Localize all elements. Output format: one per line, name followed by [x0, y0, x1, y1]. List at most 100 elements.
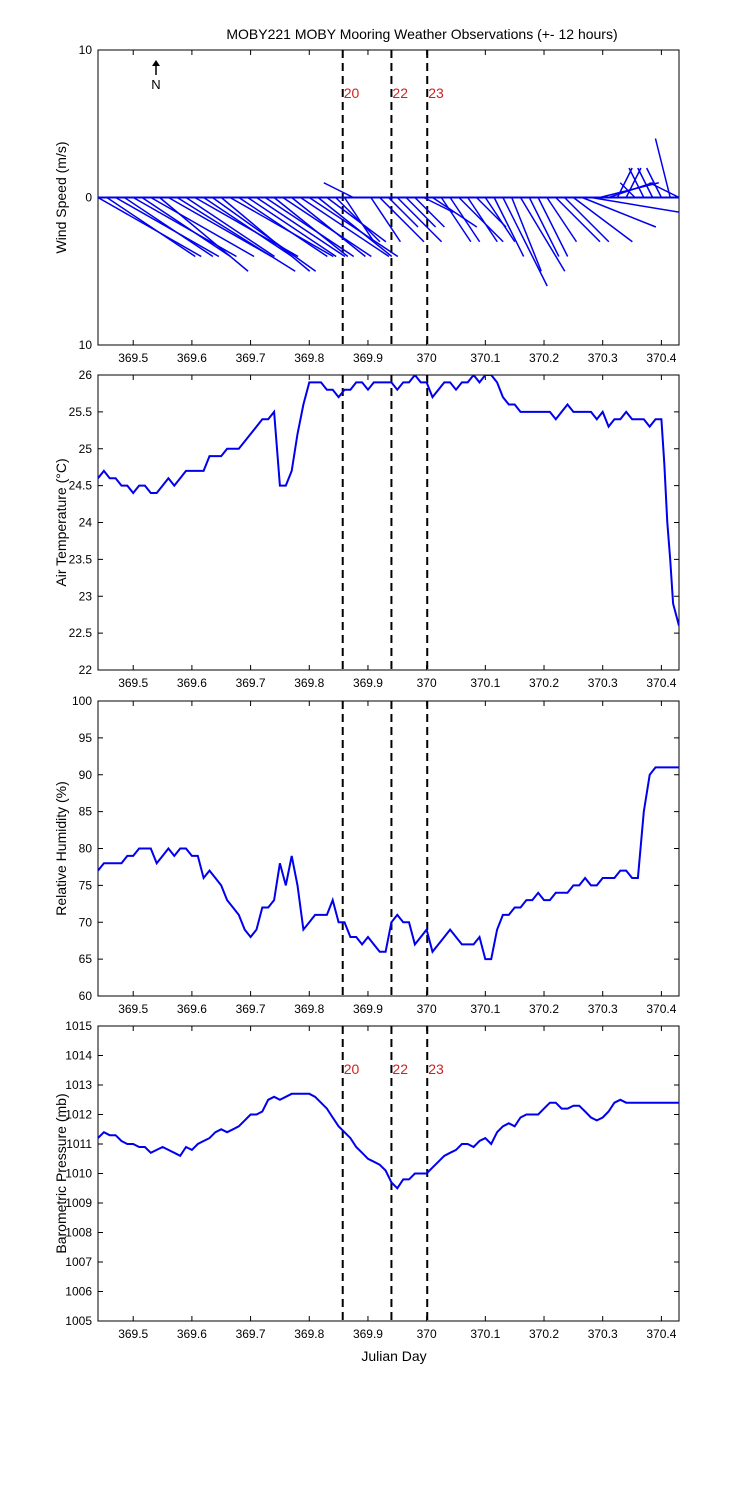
y-tick-label: 10 [79, 43, 93, 57]
x-tick-label: 369.5 [118, 351, 148, 365]
wind-vector [405, 196, 437, 228]
wind-vector [273, 196, 349, 258]
x-tick-label: 370 [417, 1002, 437, 1016]
x-tick-label: 370.1 [470, 676, 500, 690]
x-tick-label: 369.7 [236, 1327, 266, 1341]
wind-vector [229, 196, 334, 258]
y-tick-label: 1009 [65, 1196, 92, 1210]
y-tick-label: 10 [79, 338, 93, 352]
x-tick-label: 369.8 [294, 351, 324, 365]
y-tick-label: 90 [79, 768, 93, 782]
y-tick-label: 60 [79, 989, 93, 1003]
wind-vector [264, 196, 355, 258]
x-tick-label: 369.8 [294, 676, 324, 690]
wind-vector [203, 196, 293, 258]
x-tick-label: 370.2 [529, 1002, 559, 1016]
y-tick-label: 0 [85, 191, 92, 205]
wind-vector [115, 196, 220, 258]
wind-vector [519, 197, 566, 272]
y-axis-label: Wind Speed (m/s) [53, 141, 69, 253]
x-tick-label: 369.9 [353, 351, 383, 365]
x-tick-label: 369.6 [177, 1327, 207, 1341]
wind-vector [335, 196, 381, 243]
wind-vector [511, 197, 542, 272]
x-tick-label: 370.3 [588, 1002, 618, 1016]
wind-vector [537, 197, 569, 257]
wind-vector [625, 167, 642, 198]
x-tick-label: 369.8 [294, 1327, 324, 1341]
series-line [98, 766, 679, 961]
y-tick-label: 1006 [65, 1285, 92, 1299]
y-tick-label: 23.5 [69, 552, 93, 566]
wind-vector [458, 196, 504, 243]
y-tick-label: 1013 [65, 1078, 92, 1092]
x-tick-label: 369.5 [118, 1002, 148, 1016]
wind-vector [528, 197, 560, 257]
wind-vector [282, 196, 372, 258]
x-tick-label: 370.4 [646, 1002, 676, 1016]
y-tick-label: 24 [79, 516, 93, 530]
panel-4: 369.5 369.6 369.7 369.8 369.9 370 370.1 370.2 37… [53, 1019, 680, 1341]
y-tick-label: 85 [79, 805, 93, 819]
y-tick-label: 1015 [65, 1019, 92, 1033]
x-tick-label: 370.3 [588, 1327, 618, 1341]
y-tick-label: 25 [79, 442, 93, 456]
wind-vector [106, 196, 196, 258]
panel-1: 369.5 369.6 369.7 369.8 369.9 370 370.1 370.2 37… [53, 43, 680, 365]
x-axis-label: Julian Day [361, 1348, 426, 1364]
wind-vector [467, 197, 498, 243]
x-tick-label: 370.3 [588, 676, 618, 690]
x-tick-label: 369.9 [353, 1002, 383, 1016]
wind-vector [370, 197, 402, 243]
x-tick-label: 370 [417, 1327, 437, 1341]
y-tick-label: 80 [79, 842, 93, 856]
y-tick-label: 1011 [66, 1137, 92, 1151]
x-tick-label: 370 [417, 351, 437, 365]
event-label: 23 [428, 85, 444, 101]
wind-vector [493, 197, 525, 257]
wind-vector [159, 196, 249, 272]
wind-vector [649, 182, 679, 199]
event-label: 20 [344, 85, 360, 101]
y-tick-label: 1008 [65, 1226, 92, 1240]
wind-vector [396, 196, 443, 243]
chart-panels: 369.5 369.6 369.7 369.8 369.9 370 370.1 370.2 37… [53, 43, 680, 1341]
wind-vector [326, 196, 387, 243]
wind-vector [645, 167, 663, 198]
event-label: 22 [392, 85, 408, 101]
y-tick-label: 1005 [65, 1314, 92, 1328]
x-tick-label: 369.9 [353, 676, 383, 690]
wind-vector [440, 197, 472, 243]
wind-vector [98, 196, 202, 258]
wind-vector [150, 196, 255, 258]
wind-vector [176, 196, 296, 272]
plot-frame [97, 374, 680, 671]
x-tick-label: 369.7 [236, 351, 266, 365]
event-label: 20 [344, 1061, 360, 1077]
wind-vector [637, 167, 654, 198]
y-axis-label: Relative Humidity (%) [53, 781, 69, 916]
wind-vector [317, 196, 393, 258]
x-tick-label: 370.2 [529, 676, 559, 690]
y-tick-label: 70 [79, 915, 93, 929]
wind-vector [308, 196, 399, 258]
data-layer [98, 1092, 679, 1190]
wind-vector [572, 196, 633, 243]
y-tick-label: 24.5 [69, 479, 93, 493]
y-axis-label: Barometric Pressure (mb) [53, 1093, 69, 1253]
data-layer [98, 375, 679, 626]
wind-vector [432, 196, 478, 228]
series-line [98, 375, 679, 626]
wind-vector [581, 196, 657, 228]
wind-vector [343, 197, 375, 243]
x-tick-label: 369.6 [177, 676, 207, 690]
plot-frame [97, 1025, 680, 1322]
x-tick-label: 369.9 [353, 1327, 383, 1341]
x-tick-label: 370.1 [470, 1002, 500, 1016]
wind-vector [546, 197, 578, 243]
wind-vector [247, 196, 337, 258]
north-label: N [151, 77, 160, 92]
wind-vector [590, 196, 679, 213]
y-tick-label: 22.5 [69, 626, 93, 640]
